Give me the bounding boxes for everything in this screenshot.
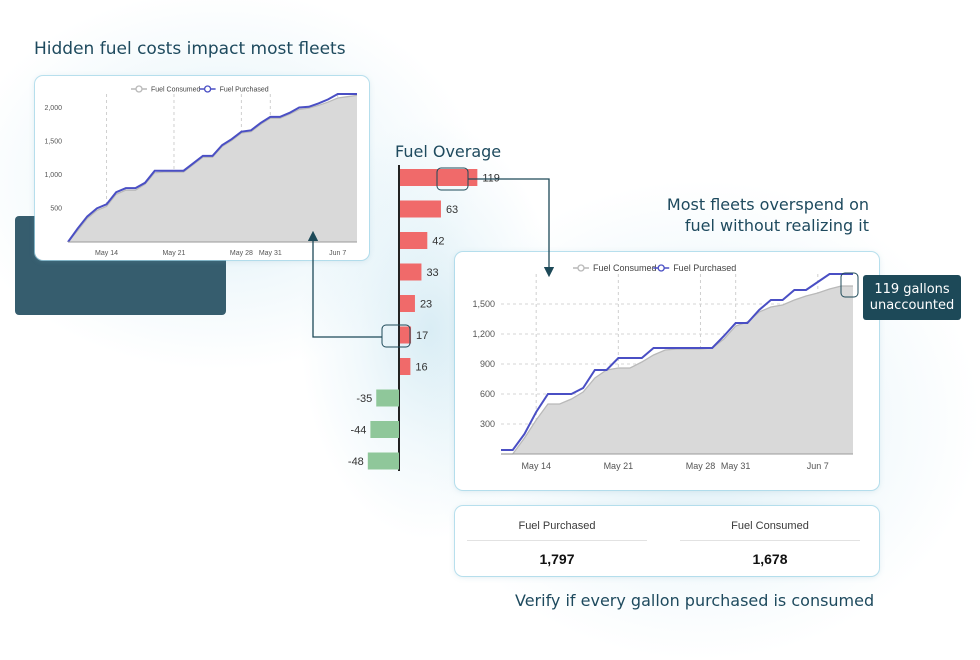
legend-consumed-label: Fuel Consumed [151, 86, 201, 93]
summary-purchased-value: 1,797 [539, 551, 575, 567]
summary-consumed-value: 1,678 [752, 551, 788, 567]
legend-consumed-marker [135, 85, 143, 93]
y-tick-label: 600 [480, 389, 495, 399]
overage-bar [367, 452, 399, 470]
legend-consumed-marker [577, 264, 585, 272]
overage-bar-label: -44 [350, 425, 366, 437]
fuel-consumed-area [501, 286, 853, 454]
overage-bar-label: 17 [416, 330, 428, 342]
summary-purchased-label: Fuel Purchased [467, 520, 647, 541]
x-tick-label: May 14 [521, 461, 551, 471]
overage-bar [400, 200, 441, 218]
y-tick-label: 900 [480, 359, 495, 369]
overage-bar [400, 326, 412, 344]
headline-overspend-line1: Most fleets overspend on [666, 195, 869, 214]
summary-card: Fuel Purchased 1,797 Fuel Consumed 1,678 [455, 506, 879, 576]
overage-bar-label: 23 [420, 299, 432, 311]
unaccounted-callout: 119 gallons unaccounted [863, 275, 961, 320]
overage-bar-label: 119 [482, 173, 500, 185]
y-tick-label: 1,500 [44, 138, 62, 145]
large-chart-card: Fuel Consumed Fuel Purchased May 14 May 21 M… [455, 252, 879, 490]
fuel-consumed-area [68, 95, 357, 242]
small-line-chart: Fuel Consumed Fuel Purchased May 14 May 21 M… [44, 85, 358, 257]
y-tick-label: 1,000 [44, 172, 62, 179]
small-chart-card: Fuel Consumed Fuel Purchased May 14 May 21 M… [35, 76, 369, 260]
x-tick-label: May 31 [721, 461, 751, 471]
overage-bar-label: 42 [432, 236, 444, 248]
headline-overspend: Most fleets overspend on fuel without re… [620, 194, 869, 236]
overage-bar [400, 295, 415, 312]
large-line-chart: Fuel Consumed Fuel Purchased May 14 May 21 M… [472, 263, 853, 471]
overage-bar-label: -48 [348, 456, 364, 468]
overage-bar [400, 358, 411, 375]
legend-purchased-label: Fuel Purchased [220, 86, 269, 93]
fuel-overage-title: Fuel Overage [395, 142, 502, 161]
y-tick-label: 500 [50, 206, 62, 213]
legend-purchased-label: Fuel Purchased [673, 263, 736, 273]
legend-purchased-marker [203, 85, 212, 93]
x-tick-label: Jun 7 [807, 461, 829, 471]
overage-bar [400, 263, 422, 281]
overage-bar-label: 33 [426, 267, 438, 279]
x-tick-label: May 31 [259, 250, 282, 257]
x-tick-label: May 21 [604, 461, 634, 471]
callout-line2: unaccounted [869, 298, 955, 313]
callout-line1: 119 gallons [874, 282, 950, 297]
fuel-consumed-line [67, 94, 358, 243]
overage-bar-label: 16 [415, 362, 427, 374]
overage-bar [370, 421, 399, 438]
overage-bar [376, 389, 399, 407]
legend-consumed-label: Fuel Consumed [593, 263, 657, 273]
x-tick-label: May 28 [686, 461, 716, 471]
fuel-purchased-line [501, 273, 853, 451]
overage-bar-label: -35 [356, 393, 372, 405]
fuel-purchased-line [67, 93, 357, 243]
headline-hidden-costs: Hidden fuel costs impact most fleets [34, 39, 346, 59]
summary-consumed-label: Fuel Consumed [680, 520, 860, 541]
overage-bar [400, 232, 428, 249]
x-tick-label: May 14 [95, 250, 118, 257]
y-tick-label: 1,500 [472, 299, 495, 309]
x-tick-label: May 28 [230, 250, 253, 257]
summary-consumed: Fuel Consumed 1,678 [680, 506, 860, 567]
summary-purchased: Fuel Purchased 1,797 [467, 506, 647, 567]
y-tick-label: 300 [480, 419, 495, 429]
x-tick-label: Jun 7 [329, 250, 346, 257]
overage-bar-label: 63 [446, 204, 458, 216]
y-tick-label: 1,200 [472, 329, 495, 339]
overage-bar [400, 169, 478, 186]
legend-purchased-marker [657, 264, 665, 272]
x-tick-label: May 21 [162, 250, 185, 257]
y-tick-label: 2,000 [44, 105, 62, 112]
headline-verify: Verify if every gallon purchased is cons… [515, 591, 875, 610]
headline-overspend-line2: fuel without realizing it [684, 216, 869, 235]
